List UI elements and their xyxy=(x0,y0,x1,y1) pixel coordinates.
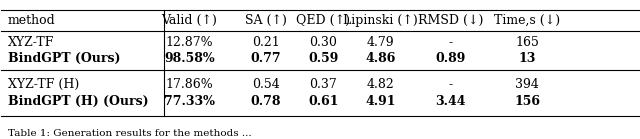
Text: 0.59: 0.59 xyxy=(308,52,339,64)
Text: 0.54: 0.54 xyxy=(252,78,280,91)
Text: 165: 165 xyxy=(515,36,539,49)
Text: 0.30: 0.30 xyxy=(309,36,337,49)
Text: 0.21: 0.21 xyxy=(252,36,280,49)
Text: Valid (↑): Valid (↑) xyxy=(161,14,218,27)
Text: SA (↑): SA (↑) xyxy=(245,14,287,27)
Text: 4.91: 4.91 xyxy=(365,95,396,108)
Text: XYZ-TF: XYZ-TF xyxy=(8,36,54,49)
Text: 0.61: 0.61 xyxy=(308,95,339,108)
Text: BindGPT (H) (Ours): BindGPT (H) (Ours) xyxy=(8,95,148,108)
Text: 3.44: 3.44 xyxy=(435,95,466,108)
Text: Table 1: Generation results for the methods ...: Table 1: Generation results for the meth… xyxy=(8,129,252,138)
Text: -: - xyxy=(449,36,452,49)
Text: 98.58%: 98.58% xyxy=(164,52,214,64)
Text: 12.87%: 12.87% xyxy=(166,36,213,49)
Text: XYZ-TF (H): XYZ-TF (H) xyxy=(8,78,79,91)
Text: 0.77: 0.77 xyxy=(250,52,281,64)
Text: -: - xyxy=(449,78,452,91)
Text: 77.33%: 77.33% xyxy=(164,95,215,108)
Text: BindGPT (Ours): BindGPT (Ours) xyxy=(8,52,120,64)
Text: 156: 156 xyxy=(514,95,540,108)
Text: 394: 394 xyxy=(515,78,539,91)
Text: 4.86: 4.86 xyxy=(365,52,396,64)
Text: method: method xyxy=(8,14,56,27)
Text: 4.82: 4.82 xyxy=(367,78,394,91)
Text: RMSD (↓): RMSD (↓) xyxy=(418,14,483,27)
Text: 0.37: 0.37 xyxy=(309,78,337,91)
Text: 13: 13 xyxy=(518,52,536,64)
Text: Time,s (↓): Time,s (↓) xyxy=(494,14,560,27)
Text: 0.78: 0.78 xyxy=(251,95,281,108)
Text: 4.79: 4.79 xyxy=(367,36,394,49)
Text: 0.89: 0.89 xyxy=(435,52,466,64)
Text: 17.86%: 17.86% xyxy=(166,78,213,91)
Text: QED (↑): QED (↑) xyxy=(296,14,350,27)
Text: Lipinski (↑): Lipinski (↑) xyxy=(343,14,418,27)
